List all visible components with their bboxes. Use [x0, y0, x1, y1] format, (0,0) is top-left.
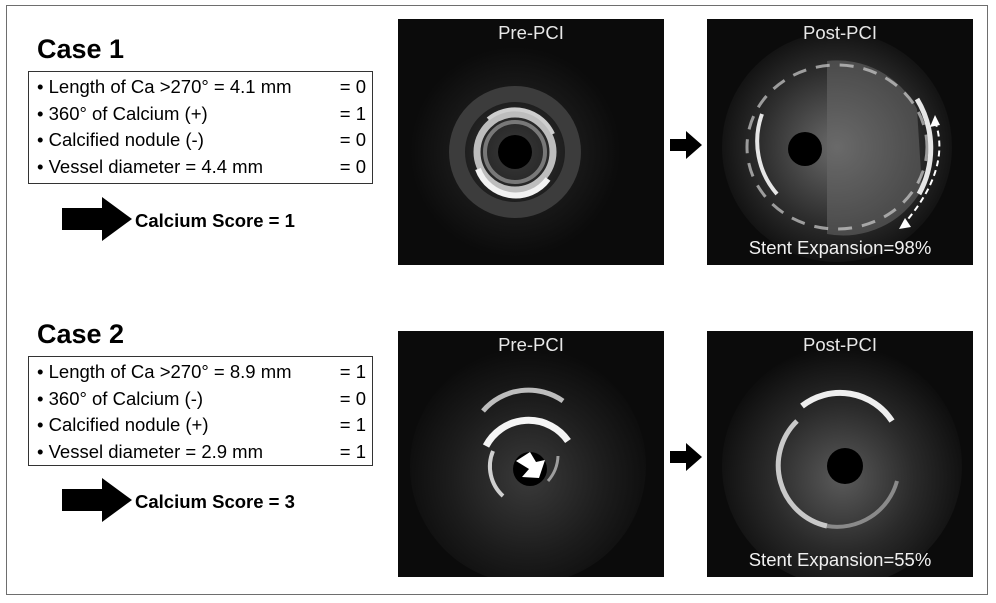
case-2-calcium-score: Calcium Score = 3	[135, 491, 295, 512]
ivus-scan	[410, 348, 646, 577]
post-pci-label: Post-PCI	[802, 22, 878, 43]
criteria-row: • Vessel diameter = 4.4 mm = 0	[37, 154, 366, 181]
pre-pci-label: Pre-PCI	[498, 22, 564, 43]
criteria-label: • Calcified nodule (-)	[37, 129, 204, 150]
criteria-row: • Calcified nodule (-) = 0	[37, 127, 366, 154]
criteria-value: = 0	[339, 155, 366, 177]
criteria-label: • Calcified nodule (+)	[37, 414, 209, 435]
criteria-row: • 360° of Calcium (-) = 0	[37, 386, 366, 413]
case-2-post-pci-image: Post-PCI Stent Expansion=55%	[707, 331, 973, 577]
case-1-title: Case 1	[37, 34, 125, 64]
ivus-scan	[410, 47, 620, 257]
case-1-result-arrow-icon	[62, 197, 132, 241]
criteria-value: = 0	[339, 129, 366, 150]
criteria-row: • 360° of Calcium (+) = 1	[37, 101, 366, 128]
criteria-value: = 1	[339, 414, 366, 435]
case-2-result-arrow-icon	[62, 478, 132, 522]
case-2-pre-pci-image: Pre-PCI	[398, 331, 664, 577]
criteria-value: = 1	[339, 361, 366, 382]
case-1-criteria-box: • Length of Ca >270° = 4.1 mm = 0 • 360° …	[28, 71, 373, 184]
criteria-row: • Calcified nodule (+) = 1	[37, 412, 366, 439]
criteria-row: • Length of Ca >270° = 4.1 mm = 0	[37, 74, 366, 101]
criteria-label: • Vessel diameter = 2.9 mm	[37, 440, 264, 462]
criteria-row: • Length of Ca >270° = 8.9 mm = 1	[37, 359, 366, 386]
case-1-calcium-score: Calcium Score = 1	[135, 210, 295, 231]
criteria-label: • Length of Ca >270° = 8.9 mm	[37, 361, 292, 382]
criteria-row: • Vessel diameter = 2.9 mm = 1	[37, 439, 366, 466]
stent-expansion-caption: Stent Expansion=98%	[748, 237, 932, 258]
ivus-scan	[722, 346, 962, 577]
post-pci-label: Post-PCI	[802, 334, 878, 355]
criteria-value: = 1	[339, 102, 366, 124]
criteria-label: • 360° of Calcium (-)	[37, 387, 204, 409]
case-1-post-pci-image: Post-PCI Stent Expansion=98%	[707, 19, 973, 265]
ivus-scan	[722, 32, 952, 262]
stent-expansion-caption: Stent Expansion=55%	[748, 549, 932, 570]
criteria-value: = 0	[339, 76, 366, 97]
case-1-pre-pci-image: Pre-PCI	[398, 19, 664, 265]
case-2-criteria-box: • Length of Ca >270° = 8.9 mm = 1 • 360° …	[28, 356, 373, 466]
criteria-label: • 360° of Calcium (+)	[37, 102, 208, 124]
figure-frame	[6, 5, 988, 595]
case-1-transition-arrow-icon	[670, 131, 702, 159]
case-2-transition-arrow-icon	[670, 443, 702, 471]
criteria-label: • Length of Ca >270° = 4.1 mm	[37, 76, 292, 97]
criteria-value: = 1	[339, 440, 366, 462]
case-2-title: Case 2	[37, 319, 125, 349]
criteria-value: = 0	[339, 387, 366, 409]
criteria-label: • Vessel diameter = 4.4 mm	[37, 155, 264, 177]
pre-pci-label: Pre-PCI	[498, 334, 564, 355]
